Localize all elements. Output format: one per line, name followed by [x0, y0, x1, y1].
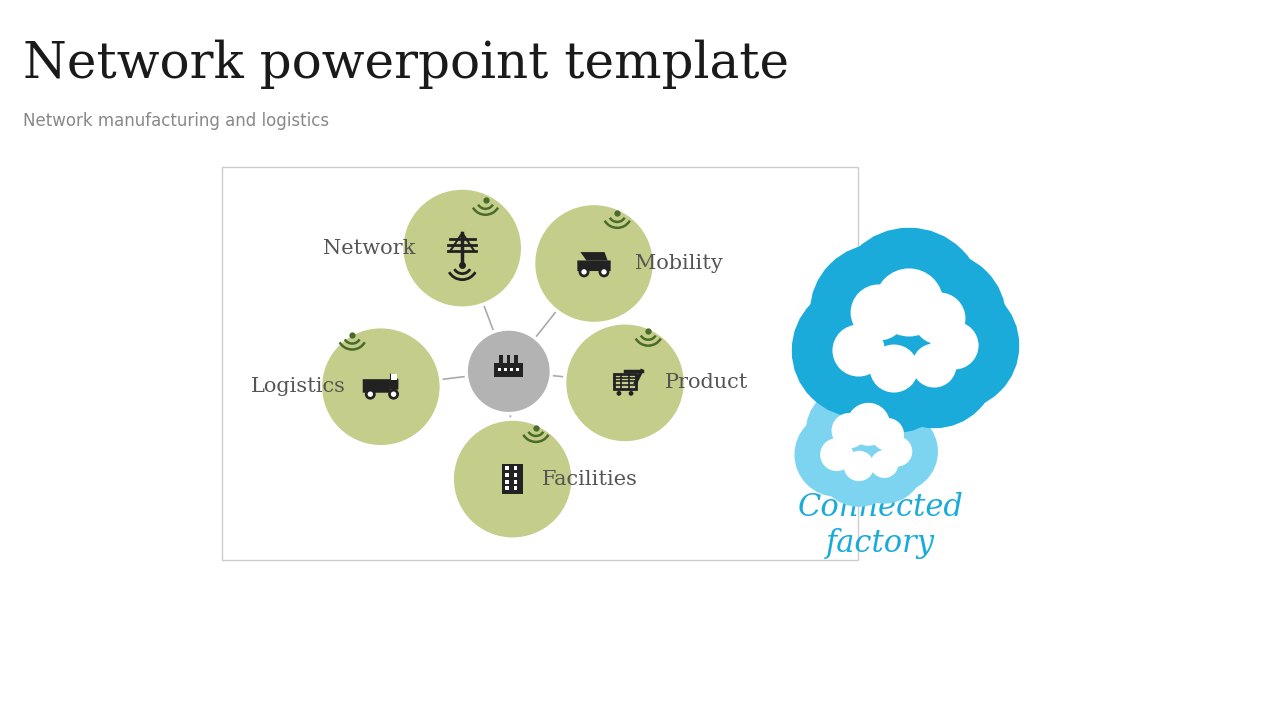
Bar — [506, 486, 509, 490]
Circle shape — [534, 204, 654, 323]
Text: Connected
factory: Connected factory — [797, 492, 964, 559]
Bar — [499, 355, 503, 364]
Bar — [513, 486, 517, 490]
FancyBboxPatch shape — [577, 261, 611, 271]
Bar — [516, 368, 518, 372]
Bar — [513, 480, 517, 484]
Bar — [513, 467, 517, 470]
Circle shape — [367, 392, 372, 397]
Circle shape — [847, 402, 890, 446]
Circle shape — [581, 269, 586, 274]
Bar — [506, 467, 509, 470]
Circle shape — [599, 266, 609, 277]
Polygon shape — [390, 373, 398, 390]
Text: Facilities: Facilities — [543, 469, 637, 489]
Bar — [507, 355, 511, 364]
Polygon shape — [580, 252, 608, 261]
Circle shape — [320, 327, 442, 446]
Bar — [509, 368, 513, 372]
Circle shape — [564, 323, 686, 443]
Circle shape — [602, 269, 607, 274]
Text: Network powerpoint template: Network powerpoint template — [23, 40, 790, 89]
Text: Network: Network — [323, 238, 416, 258]
Circle shape — [851, 284, 908, 341]
FancyBboxPatch shape — [362, 379, 390, 392]
Bar — [498, 368, 500, 372]
Text: Network manufacturing and logistics: Network manufacturing and logistics — [23, 112, 329, 130]
Circle shape — [844, 451, 874, 481]
Text: Mobility: Mobility — [635, 254, 723, 273]
Circle shape — [579, 266, 590, 277]
Circle shape — [870, 418, 904, 451]
Bar — [515, 355, 517, 364]
Bar — [506, 480, 509, 484]
FancyBboxPatch shape — [221, 167, 858, 560]
Circle shape — [365, 389, 376, 400]
Circle shape — [402, 188, 522, 308]
Bar — [506, 473, 509, 477]
Circle shape — [913, 292, 965, 344]
Bar — [513, 473, 517, 477]
Circle shape — [870, 450, 899, 478]
Text: Logistics: Logistics — [251, 377, 346, 396]
Text: Product: Product — [664, 374, 748, 392]
Bar — [390, 374, 397, 380]
Circle shape — [931, 322, 978, 369]
Circle shape — [882, 436, 913, 467]
Circle shape — [466, 329, 552, 414]
Circle shape — [869, 344, 918, 392]
Circle shape — [820, 438, 854, 471]
Circle shape — [390, 392, 397, 397]
Circle shape — [874, 269, 943, 336]
Bar — [504, 368, 507, 372]
Circle shape — [617, 391, 621, 396]
Bar — [494, 363, 524, 377]
Circle shape — [832, 413, 867, 449]
Bar — [502, 464, 524, 494]
Circle shape — [452, 419, 573, 539]
Circle shape — [913, 343, 956, 387]
Circle shape — [388, 389, 399, 400]
Circle shape — [628, 391, 634, 396]
Circle shape — [832, 325, 884, 377]
Bar — [614, 374, 636, 389]
